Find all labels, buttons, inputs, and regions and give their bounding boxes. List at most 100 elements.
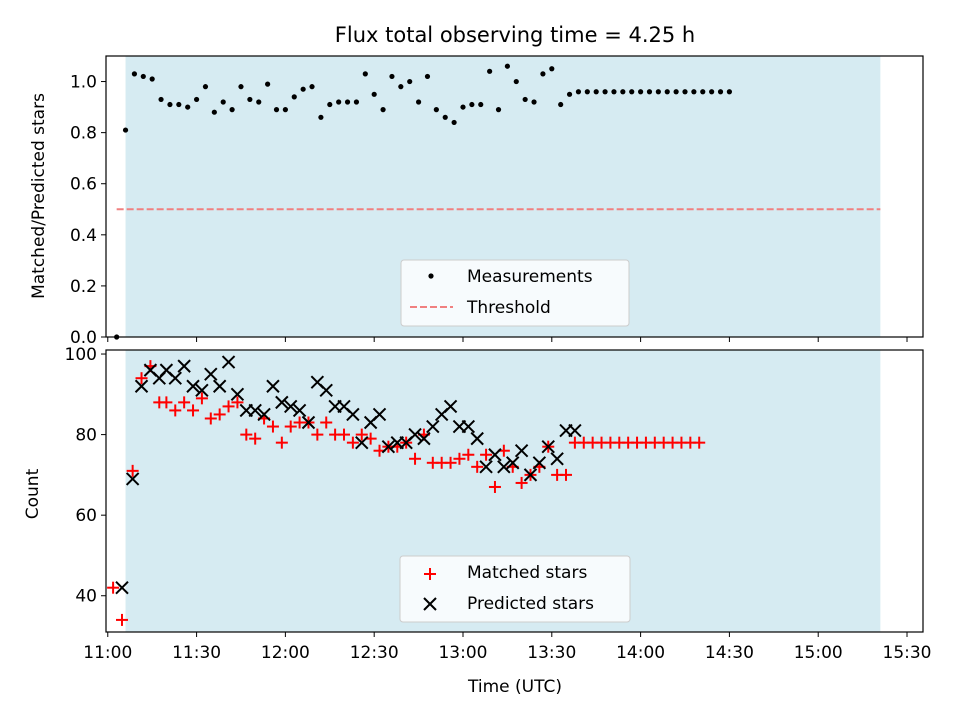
- measurement-point: [646, 89, 653, 95]
- predicted-star-stroke-b: [541, 439, 555, 454]
- predicted-star-point: [532, 456, 547, 470]
- measurement-point: [629, 89, 635, 95]
- predicted-star-stroke-b: [212, 379, 227, 393]
- bottom-xtick-label: 15:00: [794, 643, 843, 663]
- predicted-star-stroke-b: [266, 379, 280, 393]
- measurement-point: [407, 78, 413, 85]
- measurement-point: [327, 101, 333, 108]
- matched-star-point: [213, 408, 226, 421]
- measurement-point: [691, 89, 697, 95]
- measurement-point: [389, 73, 395, 80]
- measurement-point: [202, 84, 209, 90]
- top-ytick-label: 0.4: [70, 226, 97, 246]
- matched-star-point: [693, 436, 706, 449]
- bottom-xtick-label: 15:30: [883, 643, 932, 663]
- predicted-star-point: [186, 379, 200, 393]
- legend-matched-marker: [424, 568, 436, 580]
- legend-measurements-label: Measurements: [467, 267, 593, 287]
- measurement-point: [371, 91, 377, 97]
- measurement-point: [176, 101, 182, 108]
- predicted-star-point: [479, 460, 493, 474]
- predicted-star-point: [301, 415, 316, 430]
- predicted-star-point: [248, 403, 262, 418]
- bottom-xtick-label: 12:00: [261, 643, 310, 663]
- bottom-xtick-label: 12:30: [350, 643, 399, 663]
- measurement-point: [469, 101, 475, 108]
- matched-star-point: [480, 448, 493, 461]
- predicted-star-point: [488, 448, 502, 462]
- predicted-star-point: [230, 387, 245, 402]
- measurement-point: [611, 89, 617, 95]
- legend-predicted-label: Predicted stars: [467, 594, 594, 614]
- predicted-star-point: [195, 383, 209, 397]
- matched-star-point: [444, 456, 457, 469]
- measurement-point: [309, 84, 315, 90]
- predicted-star-stroke-b: [115, 580, 129, 595]
- bottom-xtick-label: 14:00: [616, 643, 665, 663]
- predicted-star-stroke-b: [346, 407, 360, 422]
- predicted-star-stroke-b: [168, 371, 182, 385]
- predicted-star-stroke-b: [204, 367, 218, 381]
- matched-star-point: [346, 436, 359, 449]
- predicted-star-stroke-b: [426, 419, 440, 434]
- measurement-point: [522, 96, 528, 103]
- predicted-star-point: [168, 371, 182, 385]
- top-ytick-label: 0.8: [70, 124, 97, 144]
- measurement-point: [495, 107, 502, 113]
- predicted-star-stroke-b: [292, 403, 307, 418]
- measurement-point: [211, 109, 217, 115]
- measurement-point: [336, 99, 342, 105]
- measurement-point: [682, 89, 688, 95]
- matched-star-point: [115, 613, 128, 626]
- top-ytick-label: 1.0: [70, 73, 97, 93]
- predicted-star-point: [568, 423, 582, 438]
- measurement-point: [122, 127, 129, 133]
- measurement-point: [220, 99, 226, 105]
- predicted-star-point: [319, 383, 333, 397]
- predicted-star-point: [461, 419, 476, 434]
- predicted-star-point: [257, 407, 271, 422]
- legend-threshold-label: Threshold: [466, 298, 551, 318]
- measurement-point: [673, 89, 679, 95]
- measurement-point: [291, 94, 297, 100]
- matched-star-point: [471, 460, 484, 473]
- measurement-point: [726, 89, 733, 95]
- bottom-xtick-label: 11:30: [172, 643, 221, 663]
- measurement-point: [513, 78, 519, 85]
- matched-star-point: [275, 436, 288, 449]
- top-legend-frame: [400, 259, 630, 327]
- bottom-xtick-label: 13:00: [438, 643, 487, 663]
- measurement-point: [566, 91, 573, 97]
- measurement-point: [273, 107, 280, 113]
- predicted-star-stroke-b: [186, 379, 200, 393]
- measurement-point: [362, 71, 368, 77]
- matched-star-point: [560, 468, 573, 481]
- matched-star-point: [355, 428, 368, 441]
- predicted-star-stroke-b: [284, 399, 298, 414]
- predicted-star-stroke-b: [177, 359, 191, 373]
- predicted-star-point: [204, 367, 218, 381]
- measurement-point: [193, 96, 200, 103]
- measurement-point: [442, 114, 448, 120]
- matched-star-point: [284, 420, 297, 433]
- bottom-xtick-label: 11:00: [83, 643, 132, 663]
- measurement-point: [655, 89, 661, 95]
- measurement-point: [487, 68, 493, 74]
- measurement-point: [185, 104, 191, 110]
- legend-predicted-marker: [423, 597, 437, 611]
- measurement-point: [238, 84, 244, 90]
- predicted-star-stroke-b: [523, 468, 538, 482]
- measurement-point: [415, 99, 422, 105]
- bottom-ytick-label: 100: [65, 345, 97, 365]
- measurement-point: [158, 96, 164, 103]
- matched-star-point: [488, 480, 501, 493]
- predicted-star-point: [275, 395, 289, 410]
- predicted-star-point: [426, 419, 440, 434]
- predicted-star-point: [346, 407, 360, 422]
- predicted-star-stroke-b: [372, 407, 387, 422]
- predicted-star-stroke-b: [514, 444, 529, 458]
- matched-star-point: [135, 372, 148, 385]
- predicted-star-stroke-b: [337, 399, 351, 414]
- predicted-star-point: [417, 431, 431, 446]
